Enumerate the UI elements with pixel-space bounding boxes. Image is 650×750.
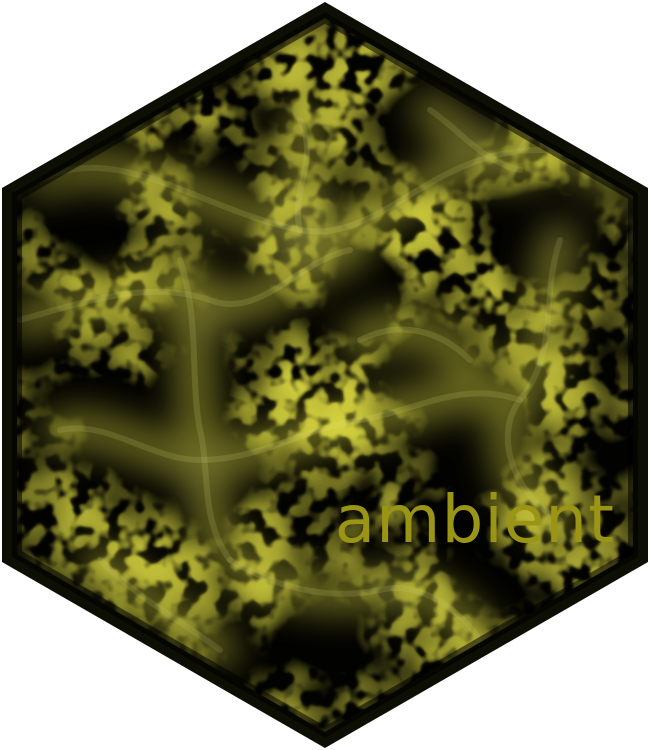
logo-title: ambient — [335, 481, 615, 558]
hex-inner-shadow — [12, 12, 638, 738]
